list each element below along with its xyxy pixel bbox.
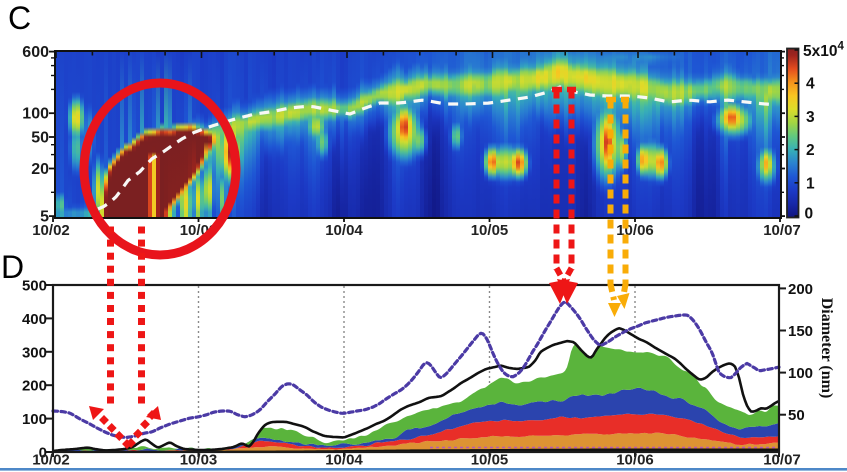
svg-text:600: 600	[22, 44, 49, 61]
svg-text:200: 200	[788, 281, 813, 298]
svg-text:50: 50	[31, 130, 49, 147]
svg-text:10/04: 10/04	[325, 452, 363, 469]
svg-text:10/07: 10/07	[763, 222, 801, 239]
svg-text:3: 3	[806, 109, 815, 126]
svg-text:0: 0	[805, 206, 814, 223]
svg-text:D: D	[1, 249, 24, 285]
svg-text:150: 150	[788, 323, 813, 340]
svg-text:10/02: 10/02	[32, 452, 70, 469]
svg-text:5: 5	[40, 209, 49, 226]
svg-text:10/05: 10/05	[471, 452, 509, 469]
svg-text:200: 200	[22, 378, 47, 395]
svg-text:100: 100	[22, 411, 47, 428]
svg-text:10/06: 10/06	[616, 222, 654, 239]
svg-text:500: 500	[22, 278, 47, 295]
svg-text:100: 100	[22, 106, 49, 123]
svg-text:400: 400	[22, 311, 47, 328]
svg-text:10/05: 10/05	[471, 222, 509, 239]
svg-text:20: 20	[31, 161, 49, 178]
svg-text:Diameter (nm): Diameter (nm)	[818, 298, 835, 399]
svg-text:10/06: 10/06	[616, 452, 654, 469]
svg-text:50: 50	[788, 407, 805, 424]
svg-text:10/07: 10/07	[763, 452, 801, 469]
svg-text:300: 300	[22, 344, 47, 361]
svg-text:C: C	[8, 0, 31, 36]
svg-text:0: 0	[39, 445, 47, 462]
svg-text:1: 1	[806, 175, 815, 192]
svg-text:4: 4	[806, 76, 815, 93]
svg-text:10/02: 10/02	[32, 222, 70, 239]
svg-text:5x104: 5x104	[803, 41, 844, 61]
svg-text:2: 2	[806, 142, 815, 159]
svg-text:10/03: 10/03	[180, 452, 218, 469]
svg-text:100: 100	[788, 365, 813, 382]
svg-text:10/04: 10/04	[325, 222, 363, 239]
